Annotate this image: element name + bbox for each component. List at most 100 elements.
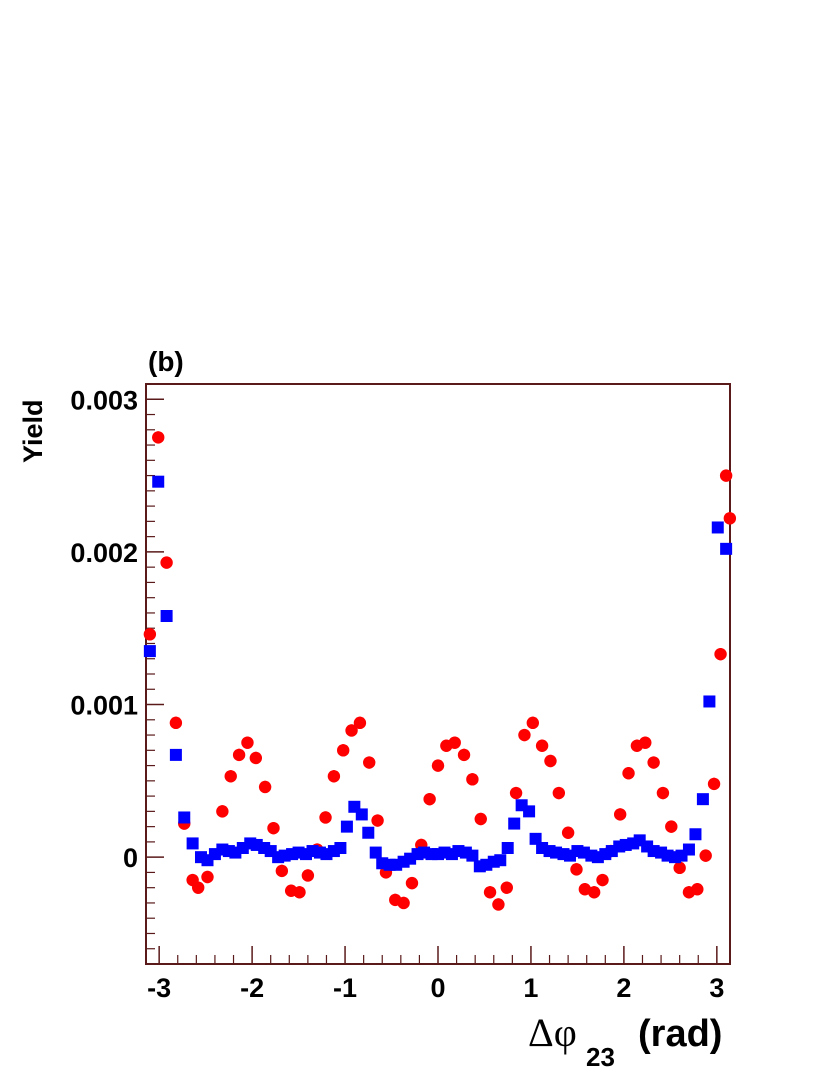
data-point-circle — [552, 786, 566, 800]
data-point-square — [334, 842, 347, 854]
data-point-circle — [423, 792, 436, 806]
marker-circle — [613, 808, 627, 821]
marker-square — [369, 846, 382, 859]
data-point-circle — [656, 786, 670, 800]
marker-circle — [448, 736, 461, 749]
marker-circle — [673, 861, 686, 875]
data-point-circle — [613, 808, 627, 821]
data-point-circle — [509, 786, 523, 800]
data-point-circle — [535, 739, 549, 752]
data-point-circle — [448, 736, 461, 749]
data-point-circle — [492, 898, 505, 911]
marker-square — [362, 826, 375, 839]
data-point-circle — [160, 556, 173, 569]
data-point-square — [355, 808, 368, 821]
marker-square — [169, 748, 182, 761]
marker-circle — [301, 869, 315, 882]
marker-circle — [319, 811, 332, 824]
data-point-square — [250, 838, 263, 851]
axis-ticks: -3 -2 -1 0 1 2 3 0 0.001 0.002 0.003 — [70, 385, 724, 1003]
data-point-circle — [665, 820, 678, 833]
marker-circle — [723, 512, 737, 525]
data-point-circle — [275, 864, 289, 878]
marker-circle — [570, 863, 583, 876]
data-point-circle — [152, 431, 165, 444]
data-point-circle — [241, 736, 254, 749]
data-point-square — [466, 849, 479, 862]
marker-circle — [500, 881, 513, 894]
marker-square — [334, 842, 347, 854]
marker-circle — [160, 556, 173, 569]
marker-circle — [665, 820, 678, 833]
marker-circle — [232, 748, 246, 762]
marker-circle — [397, 896, 410, 910]
marker-circle — [474, 812, 487, 826]
marker-circle — [152, 431, 165, 444]
marker-circle — [719, 469, 733, 482]
y-axis-label: Yield — [18, 399, 48, 463]
data-point-circle — [639, 736, 652, 749]
marker-circle — [561, 826, 575, 839]
data-point-square — [369, 846, 382, 859]
x-axis-label-subscript: 23 — [586, 1042, 615, 1072]
marker-square — [529, 832, 542, 845]
data-point-square — [160, 610, 173, 622]
marker-square — [682, 843, 695, 856]
data-point-circle — [327, 770, 341, 783]
data-point-circle — [561, 826, 575, 839]
data-point-circle — [397, 896, 410, 910]
x-tick-label: -2 — [240, 973, 264, 1003]
data-point-circle — [474, 812, 487, 826]
x-tick-label: -1 — [333, 973, 357, 1003]
marker-circle — [518, 728, 531, 742]
marker-circle — [509, 786, 523, 800]
data-point-circle — [714, 647, 727, 661]
data-point-circle — [570, 863, 583, 876]
data-point-circle — [673, 861, 686, 875]
marker-circle — [267, 821, 280, 835]
marker-circle — [544, 754, 557, 768]
marker-square — [703, 695, 716, 708]
data-point-circle — [457, 748, 471, 762]
marker-square — [501, 842, 514, 854]
marker-circle — [327, 770, 341, 783]
marker-circle — [656, 786, 670, 800]
marker-square — [160, 610, 173, 622]
marker-square — [720, 542, 733, 555]
marker-circle — [466, 773, 479, 786]
marker-circle — [224, 770, 237, 783]
marker-square — [711, 521, 724, 534]
y-tick-label: 0.003 — [70, 385, 138, 415]
marker-circle — [639, 736, 652, 749]
x-tick-label: -3 — [147, 973, 171, 1003]
marker-circle — [431, 759, 445, 772]
data-point-square — [682, 843, 695, 856]
marker-square — [143, 645, 156, 658]
marker-circle — [363, 756, 376, 769]
marker-circle — [258, 780, 272, 794]
marker-circle — [201, 870, 214, 884]
data-point-circle — [301, 869, 315, 882]
marker-circle — [336, 744, 350, 757]
x-axis-label: Δφ 23 (rad) — [528, 1010, 722, 1072]
marker-circle — [371, 814, 384, 827]
data-point-circle — [500, 881, 513, 894]
marker-circle — [275, 864, 289, 878]
data-point-circle — [526, 716, 540, 730]
x-tick-label: 3 — [709, 973, 724, 1003]
plot-frame — [145, 383, 731, 965]
data-point-square — [340, 820, 353, 833]
data-point-circle — [169, 716, 183, 730]
data-marks — [143, 431, 737, 911]
data-point-square — [720, 542, 733, 555]
data-point-square — [696, 793, 709, 806]
x-tick-label: 2 — [616, 973, 631, 1003]
marker-circle — [405, 876, 419, 890]
data-point-circle — [363, 756, 376, 769]
data-point-circle — [431, 759, 445, 772]
data-point-circle — [353, 716, 367, 730]
marker-circle — [143, 628, 157, 641]
data-point-circle — [191, 881, 205, 894]
data-point-circle — [723, 512, 737, 525]
